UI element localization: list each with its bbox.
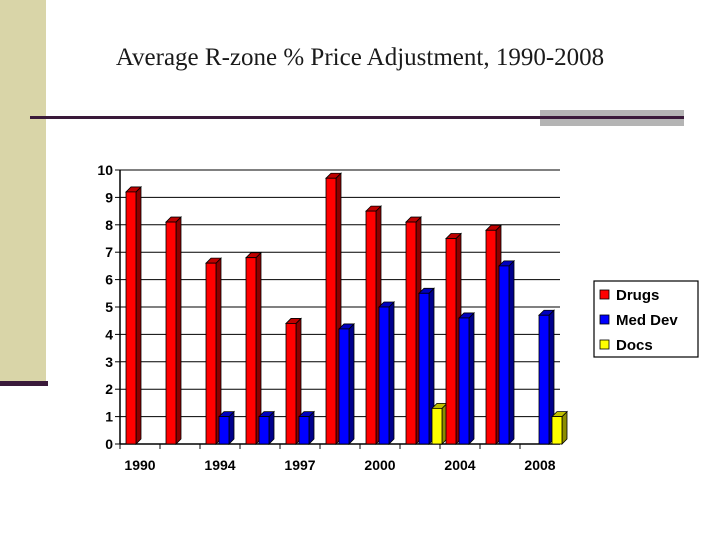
y-tick-label: 8 (105, 217, 113, 233)
y-tick-label: 5 (105, 299, 113, 315)
legend-label-med-dev: Med Dev (616, 312, 678, 329)
legend-swatch-docs (599, 339, 610, 350)
y-tick-labels: 0 1 2 3 4 5 6 7 8 9 10 (97, 162, 113, 452)
bar-med-dev-1994 (218, 410, 235, 445)
bar-med-dev-1998 (338, 322, 355, 445)
x-tick-label: 1994 (204, 457, 235, 473)
y-tick-label: 9 (105, 189, 113, 205)
bar-med-dev-1997 (298, 410, 315, 445)
bar-drugs-1997 (285, 317, 302, 445)
x-tick-label: 2004 (444, 457, 475, 473)
x-tick-labels: 1990 1994 1997 2000 2004 2008 (124, 457, 555, 473)
x-tick-label: 1997 (284, 457, 315, 473)
x-tick-label: 1990 (124, 457, 155, 473)
title-rule (30, 116, 684, 119)
bar-drugs-1994 (205, 257, 222, 445)
y-tick-label: 6 (105, 272, 113, 288)
bar-med-dev-2004 (458, 311, 475, 445)
legend-box (593, 280, 699, 358)
side-decoration-band (0, 0, 46, 383)
x-tick-label: 2008 (524, 457, 555, 473)
legend: Drugs Med Dev Docs (593, 280, 699, 358)
bar-drugs-1995 (245, 251, 262, 445)
bar-med-dev-1995 (258, 410, 275, 445)
bar-drugs-1991 (165, 216, 182, 445)
y-tick-label: 2 (105, 381, 113, 397)
side-decoration-rule (0, 381, 48, 386)
y-tick-label: 3 (105, 354, 113, 370)
y-tick-label: 4 (105, 326, 113, 342)
y-tick-label: 0 (105, 436, 113, 452)
legend-swatch-drugs (599, 289, 610, 300)
legend-label-docs: Docs (616, 337, 653, 354)
bar-docs-2001 (431, 402, 448, 445)
bar-med-dev-2005 (498, 259, 515, 445)
legend-swatch-med-dev (599, 314, 610, 325)
y-tick-label: 7 (105, 244, 113, 260)
legend-label-drugs: Drugs (616, 287, 659, 304)
y-tick-label: 10 (97, 162, 113, 178)
slide-title: Average R-zone % Price Adjustment, 1990-… (115, 44, 605, 71)
bar-drugs-1990 (125, 185, 142, 445)
title-rule-accent-line (540, 116, 684, 119)
bars (125, 172, 568, 445)
y-tick-label: 1 (105, 409, 113, 425)
x-tick-label: 2000 (364, 457, 395, 473)
bar-med-dev-2000 (378, 301, 395, 445)
bar-docs-2008 (551, 410, 568, 445)
